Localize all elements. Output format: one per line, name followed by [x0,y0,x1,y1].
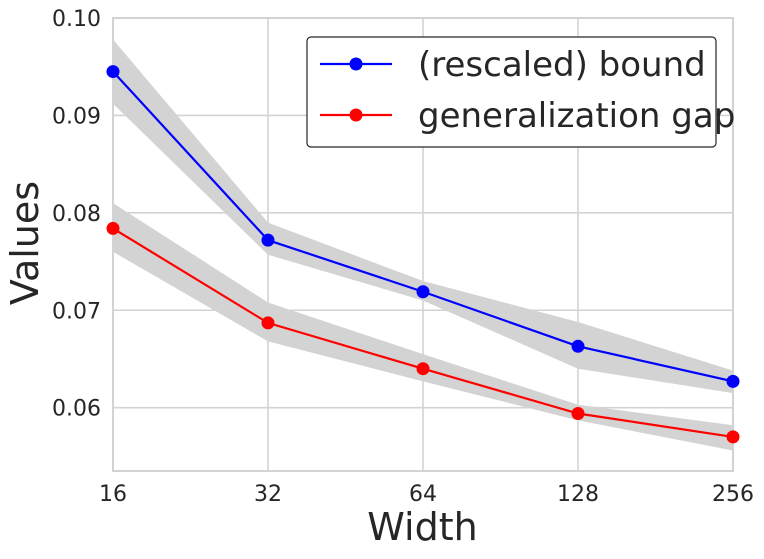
legend-label-bound: (rescaled) bound [418,45,706,85]
data-point-gap-32 [261,316,275,330]
confidence-band-gap [113,203,733,451]
data-point-bound-64 [416,285,430,299]
plot-frame [112,17,734,472]
x-tick-label-16: 16 [99,482,127,507]
data-point-bound-16 [106,65,120,79]
legend-label-gap: generalization gap [418,96,735,136]
legend-frame [306,36,717,148]
legend-entry-bound: (rescaled) bound [320,45,706,85]
data-point-bound-128 [571,339,585,353]
confidence-bands [113,39,733,451]
y-tick-label-0.06: 0.06 [52,397,101,422]
data-point-bound-256 [726,374,740,388]
confidence-band-bound [113,39,733,394]
x-tick-labels: 16 32 64 128 256 [99,482,754,507]
y-tick-label-0.08: 0.08 [52,202,101,227]
x-tick-label-32: 32 [254,482,282,507]
data-point-bound-32 [261,233,275,247]
legend-marker-bound [349,57,363,71]
x-tick-label-256: 256 [712,482,754,507]
x-tick-label-128: 128 [557,482,599,507]
x-tick-label-64: 64 [409,482,437,507]
legend: (rescaled) bound generalization gap [306,36,735,148]
data-point-gap-256 [726,430,740,444]
data-point-gap-64 [416,362,430,376]
y-axis-title: Values [3,181,47,305]
y-tick-label-0.10: 0.10 [52,7,101,32]
y-tick-labels: 0.06 0.07 0.08 0.09 0.10 [52,7,101,422]
x-axis-title: Width [367,505,477,549]
y-tick-label-0.09: 0.09 [52,104,101,129]
y-tick-label-0.07: 0.07 [52,299,101,324]
legend-marker-gap [349,108,363,122]
series-points [106,65,740,444]
legend-entry-gap: generalization gap [320,96,735,136]
data-point-gap-128 [571,407,585,421]
data-point-gap-16 [106,221,120,235]
